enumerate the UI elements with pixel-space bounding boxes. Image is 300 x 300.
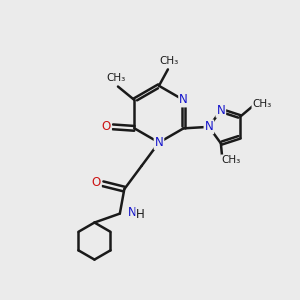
Text: N: N bbox=[179, 94, 188, 106]
Text: N: N bbox=[154, 136, 163, 149]
Text: CH₃: CH₃ bbox=[160, 56, 179, 66]
Text: N: N bbox=[205, 120, 213, 134]
Text: O: O bbox=[102, 120, 111, 133]
Text: CH₃: CH₃ bbox=[221, 155, 240, 165]
Text: N: N bbox=[128, 206, 136, 219]
Text: N: N bbox=[217, 104, 225, 117]
Text: CH₃: CH₃ bbox=[252, 99, 272, 109]
Text: O: O bbox=[92, 176, 101, 189]
Text: CH₃: CH₃ bbox=[106, 73, 125, 83]
Text: H: H bbox=[136, 208, 145, 221]
